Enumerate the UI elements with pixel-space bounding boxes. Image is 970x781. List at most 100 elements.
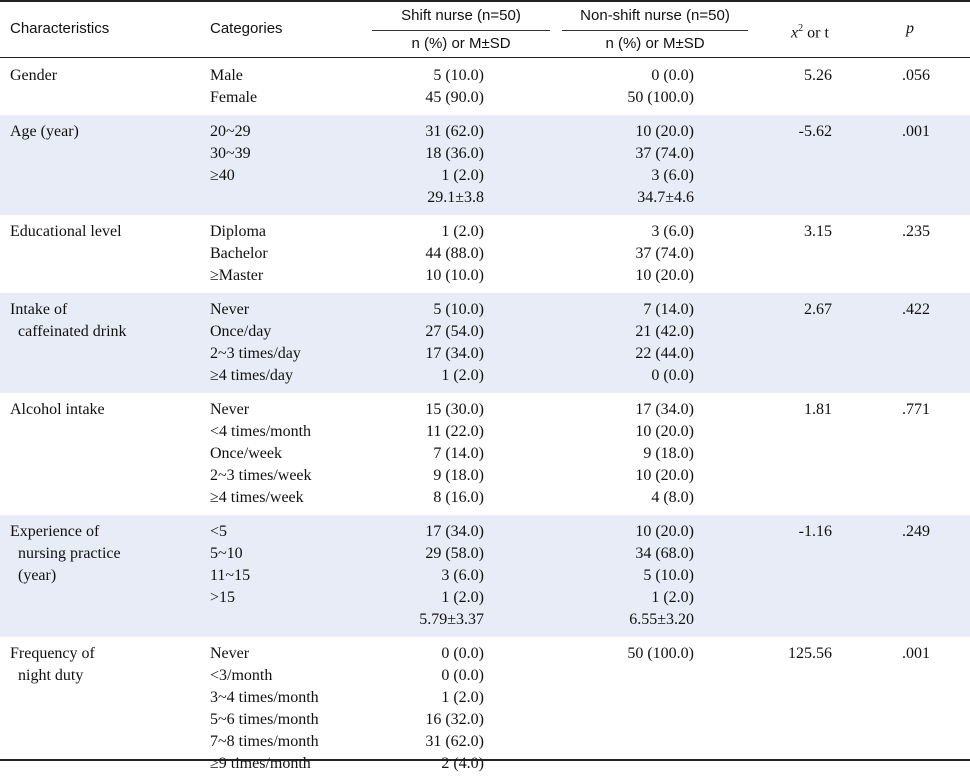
shift-value-line: 1 (2.0): [441, 689, 484, 706]
category-line: ≥4 times/day: [210, 367, 293, 384]
p-value: .001: [902, 123, 930, 140]
p-value-cell: .001: [860, 643, 930, 665]
category-line: Once/day: [210, 323, 272, 340]
category-line: Never: [210, 401, 250, 418]
category-line: Male: [210, 67, 243, 84]
characteristic-cell: Alcohol intake: [10, 399, 105, 421]
category-line: 5~10: [210, 545, 243, 562]
statistic-cell: 1.81: [740, 399, 832, 421]
characteristic-line: Gender: [10, 67, 58, 84]
shift-value-cell: 1 (2.0) 44 (88.0) 10 (10.0): [372, 221, 484, 287]
p-value-cell: .235: [860, 221, 930, 243]
category-line: 7~8 times/month: [210, 733, 319, 750]
shift-value-cell: 5 (10.0) 27 (54.0) 17 (34.0) 1 (2.0): [372, 299, 484, 387]
category-line: Bachelor: [210, 245, 268, 262]
category-line: 3~4 times/month: [210, 689, 319, 706]
category-cell: <5 5~10 11~15 >15: [210, 521, 250, 609]
shift-value-line: 9 (18.0): [433, 467, 484, 484]
nonshift-value-line: 34.7±4.6: [637, 189, 694, 206]
nonshift-value-line: 5 (10.0): [643, 567, 694, 584]
nonshift-value-cell: 10 (20.0) 37 (74.0) 3 (6.0) 34.7±4.6: [568, 121, 694, 209]
nonshift-value-line: 50 (100.0): [627, 645, 694, 662]
characteristic-line: night duty: [10, 667, 84, 684]
category-line: >15: [210, 589, 236, 606]
statistic-cell: 2.67: [740, 299, 832, 321]
statistic-value: -5.62: [798, 123, 832, 140]
shift-value-cell: 5 (10.0) 45 (90.0): [372, 65, 484, 109]
p-value: .771: [902, 401, 930, 418]
category-line: <3/month: [210, 667, 273, 684]
category-cell: Never Once/day 2~3 times/day ≥4 times/day: [210, 299, 301, 387]
p-value-cell: .422: [860, 299, 930, 321]
nonshift-value-line: 10 (20.0): [635, 123, 694, 140]
statistic-value: 1.81: [804, 401, 832, 418]
table-row: Intake of caffeinated drink Never Once/day…: [0, 293, 970, 393]
nonshift-value-line: 3 (6.0): [651, 223, 694, 240]
shift-value-line: 5 (10.0): [433, 301, 484, 318]
nonshift-value-line: 6.55±3.20: [629, 611, 694, 628]
characteristic-line: Alcohol intake: [10, 401, 105, 418]
statistic-value: 3.15: [804, 223, 832, 240]
statistic-value: 5.26: [804, 67, 832, 84]
nonshift-value-cell: 7 (14.0) 21 (42.0) 22 (44.0) 0 (0.0): [568, 299, 694, 387]
shift-value-line: 2 (4.0): [441, 755, 484, 772]
nonshift-value-line: 21 (42.0): [635, 323, 694, 340]
category-line: Female: [210, 89, 258, 106]
shift-value-line: 44 (88.0): [425, 245, 484, 262]
shift-value-line: 17 (34.0): [425, 345, 484, 362]
characteristic-cell: Gender: [10, 65, 57, 87]
shift-value-line: 15 (30.0): [425, 401, 484, 418]
category-line: 11~15: [210, 567, 251, 584]
shift-value-line: 17 (34.0): [425, 523, 484, 540]
nonshift-value-line: 0 (0.0): [651, 367, 694, 384]
header-shift-sub: n (%) or M±SD: [411, 35, 511, 52]
shift-value-line: 0 (0.0): [441, 645, 484, 662]
category-line: Never: [210, 301, 250, 318]
table-row: Alcohol intake Never <4 times/month Once/we…: [0, 393, 970, 515]
statistic-cell: -5.62: [740, 121, 832, 143]
header-statistic: x2 or t: [791, 23, 829, 42]
category-line: <5: [210, 523, 228, 540]
nonshift-value-line: 4 (8.0): [651, 489, 694, 506]
statistic-cell: 125.56: [740, 643, 832, 665]
nonshift-value-cell: 0 (0.0) 50 (100.0): [568, 65, 694, 109]
statistic-value: -1.16: [798, 523, 832, 540]
header-shift-group: Shift nurse (n=50): [401, 7, 521, 24]
characteristic-cell: Educational level: [10, 221, 122, 243]
shift-value-cell: 15 (30.0) 11 (22.0) 7 (14.0) 9 (18.0) 8 (16.…: [372, 399, 484, 509]
category-line: ≥Master: [210, 267, 264, 284]
nonshift-value-line: 37 (74.0): [635, 145, 694, 162]
shift-value-line: 1 (2.0): [441, 589, 484, 606]
characteristic-cell: Intake of caffeinated drink: [10, 299, 127, 343]
nonshift-value-line: 7 (14.0): [643, 301, 694, 318]
shift-value-line: 1 (2.0): [441, 167, 484, 184]
p-value: .001: [902, 645, 930, 662]
table-row: Educational level Diploma Bachelor ≥Master 1…: [0, 215, 970, 293]
shift-value-line: 27 (54.0): [425, 323, 484, 340]
nonshift-value-line: 10 (20.0): [635, 523, 694, 540]
nonshift-value-line: 10 (20.0): [635, 267, 694, 284]
nonshift-value-line: 50 (100.0): [627, 89, 694, 106]
characteristic-line: Educational level: [10, 223, 122, 240]
shift-value-line: 3 (6.0): [441, 567, 484, 584]
nonshift-value-line: 10 (20.0): [635, 423, 694, 440]
p-value: .056: [902, 67, 930, 84]
category-line: Diploma: [210, 223, 266, 240]
nonshift-value-line: 17 (34.0): [635, 401, 694, 418]
category-line: ≥40: [210, 167, 235, 184]
nonshift-value-cell: 50 (100.0): [568, 643, 694, 665]
nonshift-value-cell: 3 (6.0) 37 (74.0) 10 (20.0): [568, 221, 694, 287]
p-value: .249: [902, 523, 930, 540]
table-header: Characteristics Categories Shift nurse (…: [0, 2, 970, 56]
p-value-cell: .249: [860, 521, 930, 543]
category-line: ≥9 times/month: [210, 755, 311, 772]
shift-value-line: 1 (2.0): [441, 367, 484, 384]
p-value: .235: [902, 223, 930, 240]
statistic-value: 2.67: [804, 301, 832, 318]
characteristic-line: caffeinated drink: [10, 323, 127, 340]
nonshift-value-line: 34 (68.0): [635, 545, 694, 562]
header-p: p: [906, 20, 914, 37]
shift-value-line: 7 (14.0): [433, 445, 484, 462]
shift-value-line: 10 (10.0): [425, 267, 484, 284]
